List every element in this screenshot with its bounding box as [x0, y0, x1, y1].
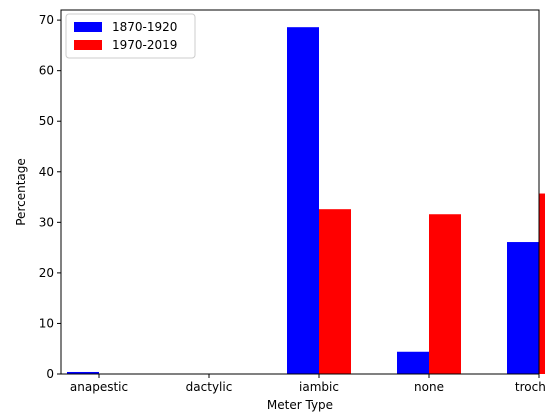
y-tick-label: 60	[39, 64, 54, 78]
bars-layer	[67, 27, 545, 374]
legend-swatch	[74, 22, 102, 32]
legend-label: 1870-1920	[112, 20, 177, 34]
y-tick-label: 10	[39, 316, 54, 330]
legend: 1870-1920 1970-2019	[65, 13, 196, 59]
bar-1970-2019-none	[429, 214, 461, 374]
bar-1970-2019-iambic	[319, 209, 351, 374]
x-axis-label: Meter Type	[267, 398, 333, 412]
plot-frame	[60, 9, 540, 375]
x-tick-label: trochaic	[515, 380, 545, 394]
bar-1870-1920-trochaic	[507, 242, 539, 374]
y-tick-label: 20	[39, 266, 54, 280]
x-tick-label: iambic	[299, 380, 339, 394]
bar-1870-1920-anapestic	[67, 371, 99, 374]
y-axis-label: Percentage	[14, 158, 28, 226]
y-tick-label: 70	[39, 13, 54, 27]
x-tick-label: dactylic	[186, 380, 233, 394]
bar-1870-1920-none	[397, 351, 429, 374]
y-tick-label: 40	[39, 165, 54, 179]
y-tick-label: 30	[39, 215, 54, 229]
x-tick-label: none	[414, 380, 444, 394]
y-tick-label: 50	[39, 114, 54, 128]
legend-swatch	[74, 40, 102, 50]
bar-1870-1920-iambic	[287, 27, 319, 374]
x-tick-label: anapestic	[70, 380, 128, 394]
bar-1970-2019-trochaic	[539, 193, 545, 374]
legend-label: 1970-2019	[112, 38, 177, 52]
y-tick-label: 0	[46, 367, 54, 381]
x-axis-ticks: anapestic dactylic iambic none trochaic	[70, 374, 545, 394]
y-axis-ticks: 0 10 20 30 40 50 60 70	[39, 13, 61, 381]
